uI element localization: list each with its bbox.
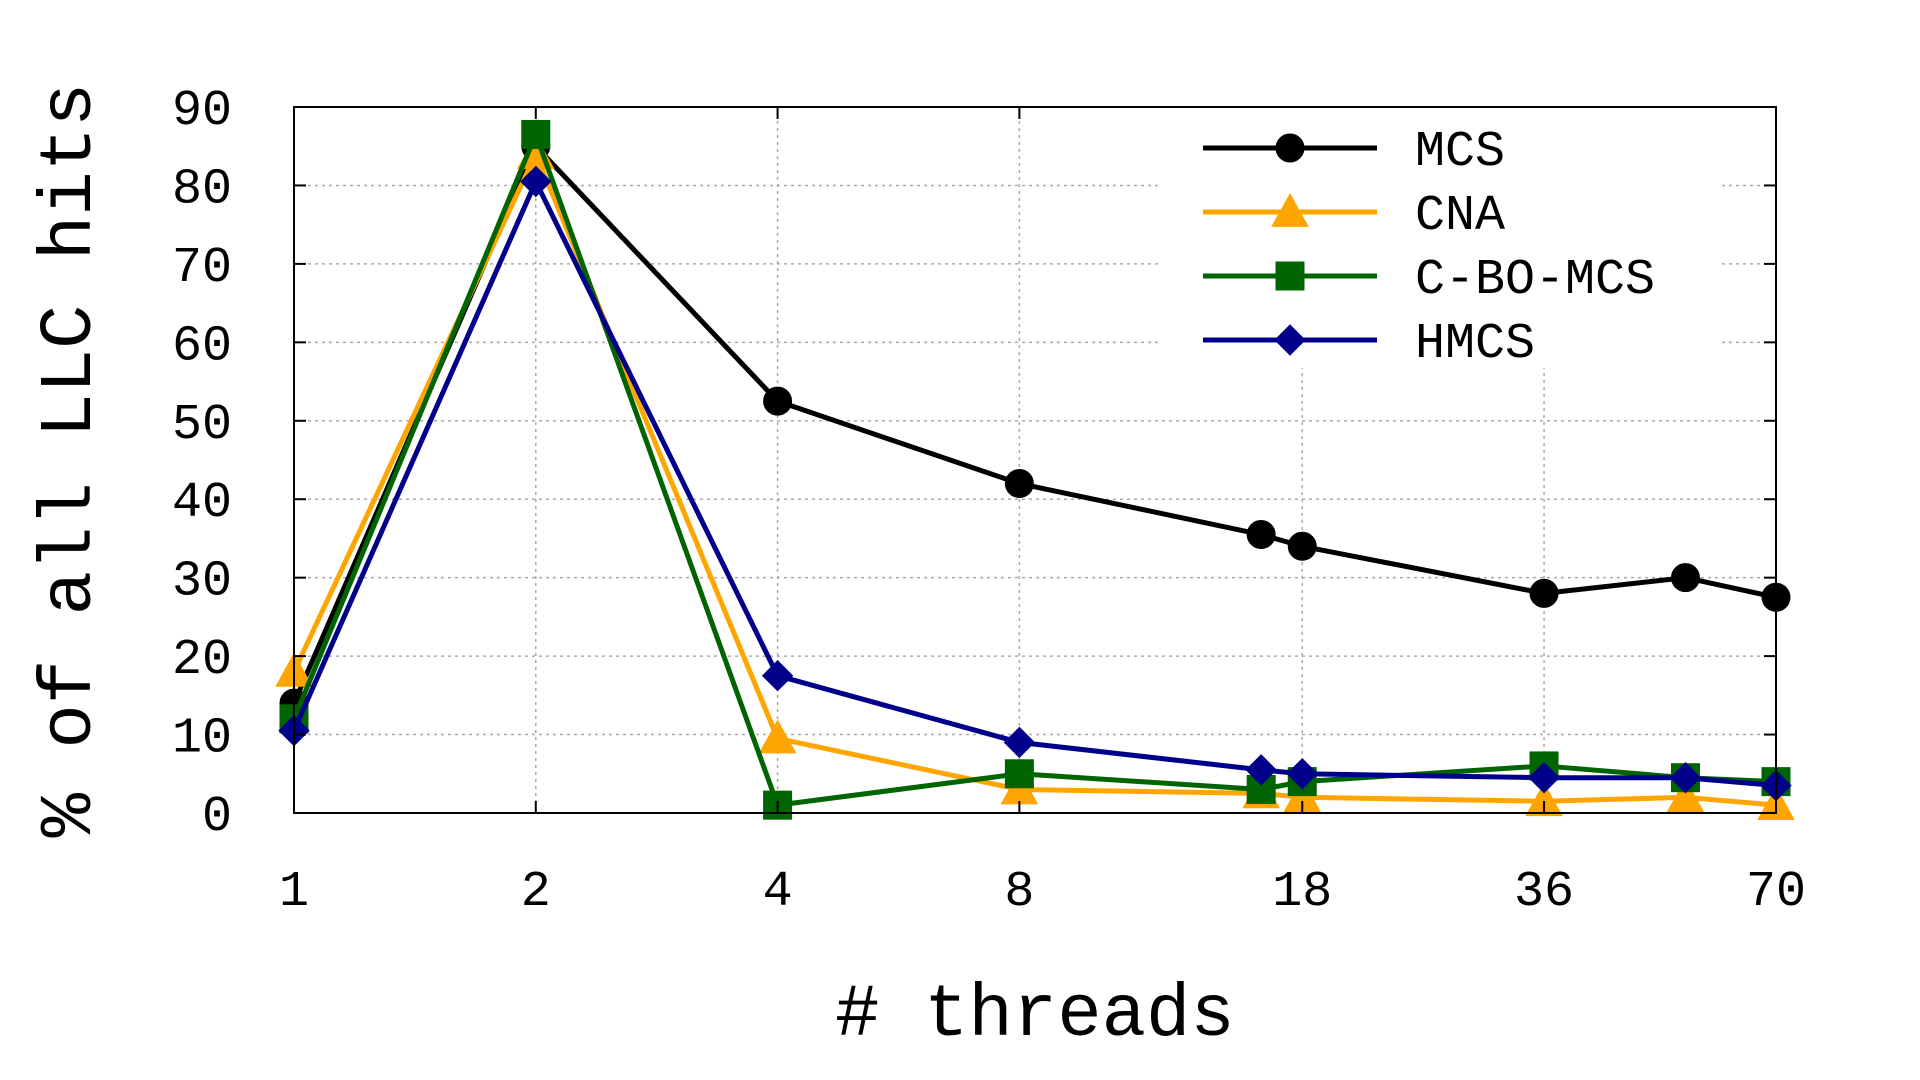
y-tick-label: 90: [172, 83, 232, 140]
data-point-circle: [1275, 133, 1305, 163]
data-point-square: [1275, 261, 1305, 291]
data-point-triangle: [758, 719, 797, 754]
data-point-diamond: [1528, 761, 1560, 794]
y-axis: 0 10 20 30 40 50 60 70 80 90: [172, 83, 1776, 846]
y-axis-label: % of all LLC hits: [29, 83, 113, 838]
data-point-diamond: [1245, 754, 1277, 786]
x-axis: 1 2 4 8 18 36 70: [279, 107, 1806, 921]
data-point-circle: [763, 386, 793, 416]
data-point-diamond: [1669, 761, 1702, 794]
series-hmcs: [278, 165, 1792, 802]
data-point-circle: [1246, 520, 1276, 550]
data-point-circle: [1004, 469, 1034, 499]
series-layer: [275, 119, 1795, 821]
y-tick-label: 80: [172, 161, 232, 218]
x-tick-label: 70: [1746, 864, 1806, 921]
data-point-square: [521, 119, 551, 149]
data-point-triangle: [1666, 778, 1705, 813]
plot-frame: [293, 106, 1777, 814]
x-tick-label: 4: [763, 864, 793, 921]
y-tick-label: 10: [172, 711, 232, 768]
legend-item: CNA: [1203, 188, 1505, 245]
data-point-square: [1004, 759, 1034, 789]
data-point-circle: [1529, 578, 1559, 608]
x-tick-label: 2: [521, 864, 551, 921]
legend: MCS CNA C-BO-MCS HMCS: [1160, 108, 1720, 373]
data-point-diamond: [761, 660, 794, 692]
legend-background: [1160, 108, 1720, 368]
x-tick-label: 18: [1272, 864, 1332, 921]
data-point-circle: [1287, 531, 1317, 561]
y-tick-label: 20: [172, 632, 232, 689]
legend-label: HMCS: [1415, 316, 1535, 373]
legend-label: C-BO-MCS: [1415, 252, 1655, 309]
data-point-diamond: [1274, 324, 1306, 356]
data-point-diamond: [1286, 758, 1318, 790]
y-tick-label: 60: [172, 318, 232, 375]
data-point-triangle: [1525, 782, 1563, 817]
legend-item: HMCS: [1203, 316, 1535, 373]
data-point-diamond: [1003, 726, 1036, 759]
legend-label: MCS: [1415, 124, 1505, 181]
legend-label: CNA: [1415, 188, 1505, 245]
y-tick-label: 30: [172, 554, 232, 611]
x-tick-label: 8: [1004, 864, 1034, 921]
data-point-diamond: [520, 165, 552, 198]
y-tick-label: 50: [172, 397, 232, 454]
data-point-circle: [1670, 563, 1700, 593]
x-tick-label: 36: [1514, 864, 1574, 921]
x-axis-label: # threads: [835, 974, 1235, 1058]
y-tick-label: 70: [172, 240, 232, 297]
x-tick-label: 1: [279, 864, 309, 921]
legend-item: C-BO-MCS: [1203, 252, 1655, 309]
legend-item: MCS: [1203, 124, 1505, 181]
y-tick-label: 40: [172, 475, 232, 532]
data-point-triangle: [1271, 192, 1309, 227]
y-tick-label: 0: [202, 789, 232, 846]
